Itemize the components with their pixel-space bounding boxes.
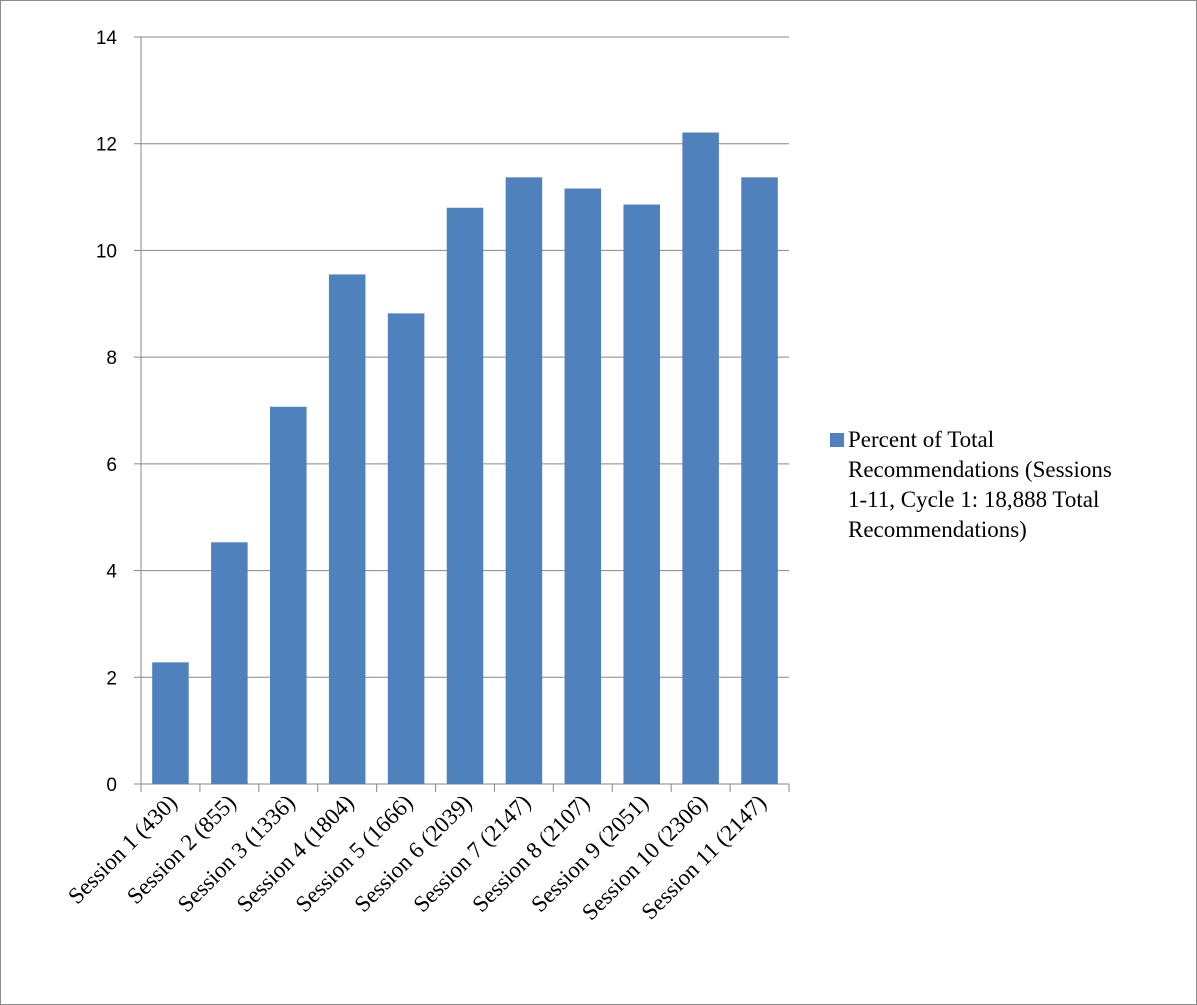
legend: Percent of Total Recommendations (Sessio… [830, 425, 1190, 545]
bar-11 [741, 177, 778, 784]
y-tick-label: 0 [106, 775, 117, 796]
bar-8 [564, 188, 602, 784]
bar-5 [387, 313, 425, 784]
bar-10 [682, 132, 719, 785]
bar-6 [446, 207, 484, 784]
bars [152, 132, 778, 785]
bar-2 [211, 542, 248, 784]
bar-3 [270, 406, 307, 784]
bar-4 [328, 274, 366, 784]
y-tick-label: 6 [106, 455, 117, 476]
legend-series-name: Percent of Total Recommendations (Sessio… [848, 427, 1112, 542]
y-tick-label: 10 [96, 241, 117, 262]
bar-9 [623, 204, 660, 784]
bar-1 [152, 662, 189, 784]
y-tick-label: 8 [106, 348, 117, 369]
x-axis-category-labels: Session 1 (430)Session 2 (855)Session 3 … [63, 790, 771, 925]
y-tick-label: 4 [106, 562, 117, 583]
y-tick-label: 12 [96, 135, 117, 156]
y-tick-label: 2 [106, 668, 117, 689]
y-tick-label: 14 [96, 28, 118, 49]
bar-7 [505, 177, 543, 784]
legend-swatch [830, 433, 844, 447]
y-axis-tick-labels: 0 2 4 6 8 10 12 14 [96, 28, 118, 796]
